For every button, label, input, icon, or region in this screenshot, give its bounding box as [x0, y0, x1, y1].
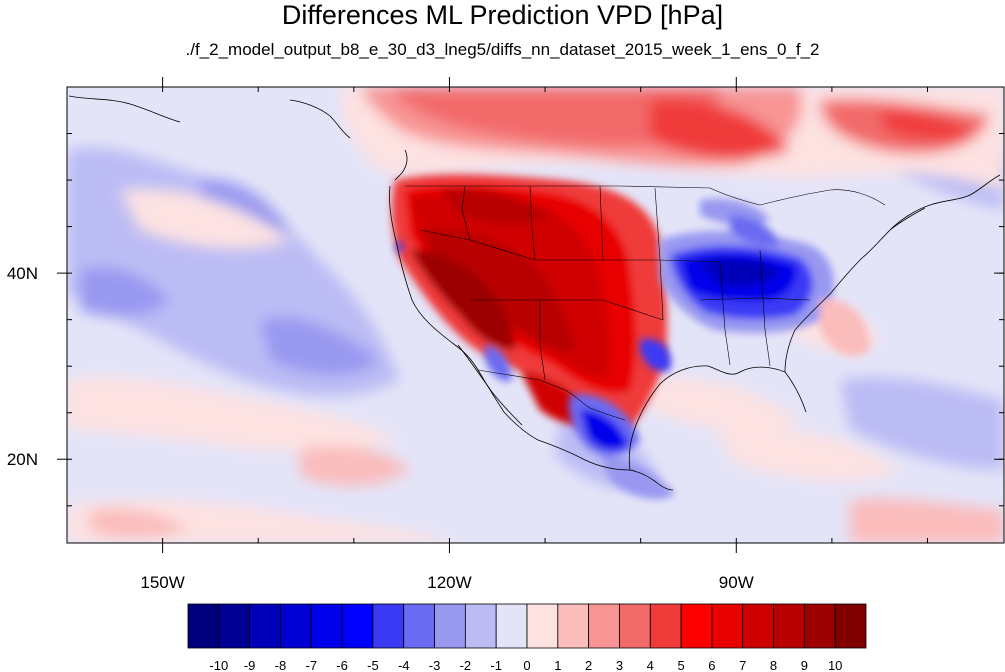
colorbar-box [773, 603, 805, 649]
colorbar-label: -4 [398, 658, 410, 672]
difference-field [67, 87, 1004, 543]
map-ticks [57, 77, 1004, 553]
colorbar-box [588, 603, 620, 649]
colorbar-labels: -10 -9 -8 -7 -6 -5 -4 -3 -2 -1 0 1 2 3 4 5 6 7 8 9 10 [209, 658, 842, 672]
colorbar-box [834, 603, 867, 649]
colorbar-label: -9 [244, 658, 256, 672]
colorbar-box [341, 603, 374, 649]
colorbar-label: -7 [305, 658, 317, 672]
colorbar-label: 2 [585, 658, 592, 672]
colorbar-box [464, 603, 497, 649]
colorbar-label: 6 [708, 658, 715, 672]
colorbar-label: 9 [801, 658, 808, 672]
colorbar-label: 3 [616, 658, 623, 672]
colorbar-box [803, 603, 836, 649]
colorbar-box [434, 603, 466, 649]
colorbar-box [526, 603, 559, 649]
mexico-negative-anomaly [396, 240, 675, 500]
colorbar-box [742, 603, 774, 649]
colorbar-box [495, 603, 528, 649]
colorbar [187, 603, 867, 649]
colorbar-box [649, 603, 682, 649]
coastlines [68, 95, 1001, 491]
political-boundaries [405, 185, 886, 421]
colorbar-box [680, 603, 713, 649]
map-subtitle: ./f_2_model_output_b8_e_30_d3_lneg5/diff… [185, 40, 820, 59]
colorbar-box [619, 603, 651, 649]
colorbar-box [711, 603, 744, 649]
lon-tick-label: 150W [140, 573, 184, 592]
colorbar-label: -8 [275, 658, 287, 672]
lat-tick-label: 40N [7, 264, 38, 283]
colorbar-label: -1 [490, 658, 502, 672]
colorbar-label: 0 [523, 658, 530, 672]
colorbar-label: 8 [770, 658, 777, 672]
colorbar-box [249, 603, 281, 649]
colorbar-box [187, 603, 220, 649]
colorbar-label: -5 [367, 658, 379, 672]
map-title: Differences ML Prediction VPD [hPa] [281, 0, 724, 30]
colorbar-box [372, 603, 405, 649]
colorbar-label: 5 [677, 658, 684, 672]
colorbar-label: 4 [647, 658, 654, 672]
lon-tick-label: 120W [427, 573, 471, 592]
colorbar-label: 1 [554, 658, 561, 672]
colorbar-label: 7 [739, 658, 746, 672]
colorbar-label: 10 [828, 658, 842, 672]
pacific-positive-anomaly [67, 189, 1004, 543]
map-frame [66, 86, 1005, 544]
canada-positive-anomaly [340, 87, 1004, 190]
colorbar-box [218, 603, 251, 649]
colorbar-box [557, 603, 590, 649]
colorbar-label: -2 [460, 658, 472, 672]
colorbar-box [310, 603, 343, 649]
colorbar-label: -6 [336, 658, 348, 672]
colorbar-label: -3 [429, 658, 441, 672]
eastern-us-negative-anomaly [660, 198, 870, 357]
colorbar-label: -10 [209, 658, 228, 672]
map-tick-labels: 150W 120W 90W 40N 20N [7, 264, 754, 592]
colorbar-box [280, 603, 312, 649]
lon-tick-label: 90W [719, 573, 754, 592]
lat-tick-label: 20N [7, 450, 38, 469]
colorbar-box [403, 603, 435, 649]
